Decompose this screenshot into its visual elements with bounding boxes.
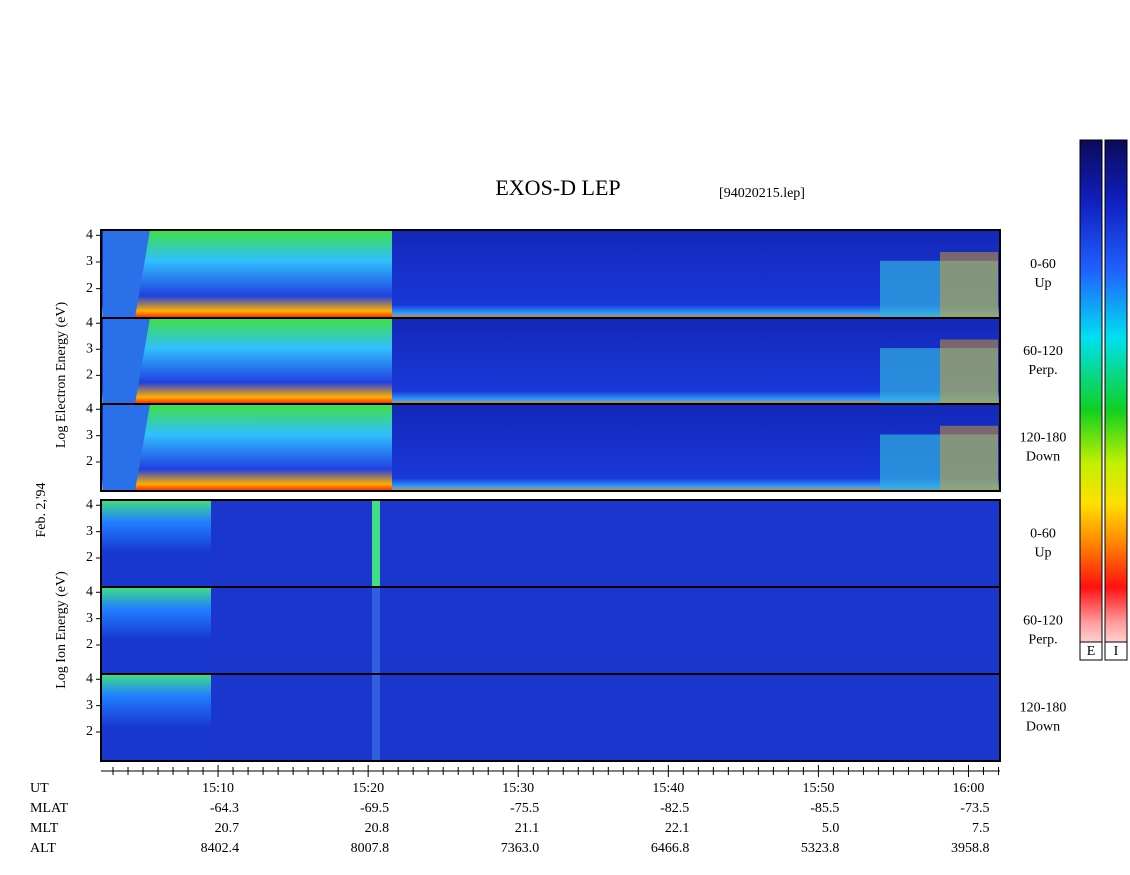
y-tick-label: 2 [86, 281, 93, 296]
y-tick-label: 2 [86, 368, 93, 383]
y-tick-label: 4 [86, 671, 93, 686]
y-tick-label: 4 [86, 497, 93, 512]
panel-frame [100, 673, 1001, 762]
x-tick-label: 15:50 [802, 781, 834, 796]
ephemeris-value: 20.7 [215, 821, 240, 836]
ephemeris-value: 5.0 [822, 821, 840, 836]
spectrogram [101, 500, 211, 587]
colorbar [1079, 139, 1103, 661]
ephemeris-value: 7.5 [972, 821, 990, 836]
y-tick-label: 4 [86, 401, 93, 416]
spectrogram [135, 230, 392, 318]
ephemeris-value: -64.3 [210, 801, 239, 816]
y-axis-label: Log Ion Energy (eV) [54, 571, 69, 689]
panel-direction: Down [1026, 720, 1060, 735]
ephemeris-value: 22.1 [665, 821, 690, 836]
x-tick-label: 15:40 [652, 781, 684, 796]
ephemeris-value: -73.5 [960, 801, 989, 816]
panel-angle: 0-60 [1030, 527, 1056, 542]
spectrogram [101, 674, 211, 761]
ephemeris-value: 6466.8 [651, 841, 690, 856]
y-tick-label: 3 [86, 428, 93, 443]
y-tick-label: 4 [86, 228, 93, 243]
spectrogram [101, 674, 1000, 761]
date-label: Feb. 2,'94 [34, 482, 49, 537]
panel-angle: 60-120 [1023, 344, 1063, 359]
panel-direction: Up [1034, 276, 1051, 291]
spectrogram [135, 318, 392, 404]
panel-frame [100, 403, 1001, 492]
x-tick-label: 15:20 [352, 781, 384, 796]
spectrogram [101, 587, 211, 674]
spectrogram [940, 339, 998, 404]
ephemeris-label: ALT [30, 841, 56, 856]
panel-angle: 0-60 [1030, 257, 1056, 272]
x-tick-label: 15:30 [502, 781, 534, 796]
panel-angle: 120-180 [1020, 431, 1067, 446]
panel-angle: 120-180 [1020, 701, 1067, 716]
y-tick-label: 2 [86, 637, 93, 652]
spectrogram [940, 252, 998, 318]
ephemeris-value: 20.8 [365, 821, 390, 836]
colorbar-label: I [1114, 644, 1119, 659]
panel-direction: Down [1026, 450, 1060, 465]
ephemeris-label: MLT [30, 821, 59, 836]
colorbar [1104, 139, 1128, 661]
y-tick-label: 4 [86, 584, 93, 599]
y-tick-label: 2 [86, 454, 93, 469]
spectrogram [135, 404, 392, 491]
panel-direction: Up [1034, 546, 1051, 561]
x-tick-label: 15:10 [202, 781, 234, 796]
spectrogram [372, 500, 380, 587]
y-tick-label: 3 [86, 698, 93, 713]
y-tick-label: 3 [86, 254, 93, 269]
ephemeris-value: 21.1 [515, 821, 540, 836]
ephemeris-value: 3958.8 [951, 841, 990, 856]
y-tick-label: 2 [86, 724, 93, 739]
y-axis-label: Log Electron Energy (eV) [54, 302, 69, 449]
ephemeris-value: -75.5 [510, 801, 539, 816]
ephemeris-value: -85.5 [810, 801, 839, 816]
y-tick-label: 4 [86, 315, 93, 330]
chart-title: EXOS-D LEP [495, 175, 620, 200]
y-tick-label: 3 [86, 524, 93, 539]
y-tick-label: 3 [86, 611, 93, 626]
colorbar-label-box [1104, 641, 1128, 661]
spectrogram [101, 500, 1000, 587]
y-tick-label: 2 [86, 550, 93, 565]
colorbar-label: E [1087, 644, 1096, 659]
panel-direction: Perp. [1028, 633, 1057, 648]
panel-direction: Perp. [1028, 363, 1057, 378]
ephemeris-value: -82.5 [660, 801, 689, 816]
spectrogram [372, 674, 380, 761]
spectrogram [372, 587, 380, 674]
ephemeris-value: 8402.4 [201, 841, 240, 856]
ephemeris-value: 7363.0 [501, 841, 540, 856]
x-axis-label: UT [30, 781, 49, 796]
colorbar-label-box [1079, 641, 1103, 661]
ephemeris-value: 8007.8 [351, 841, 390, 856]
ephemeris-value: -69.5 [360, 801, 389, 816]
spectrogram [940, 425, 998, 491]
spectrogram [101, 587, 1000, 674]
panel-angle: 60-120 [1023, 614, 1063, 629]
ephemeris-value: 5323.8 [801, 841, 840, 856]
chart-subtitle: [94020215.lep] [719, 186, 805, 201]
ephemeris-label: MLAT [30, 801, 69, 816]
y-tick-label: 3 [86, 341, 93, 356]
x-tick-label: 16:00 [953, 781, 985, 796]
